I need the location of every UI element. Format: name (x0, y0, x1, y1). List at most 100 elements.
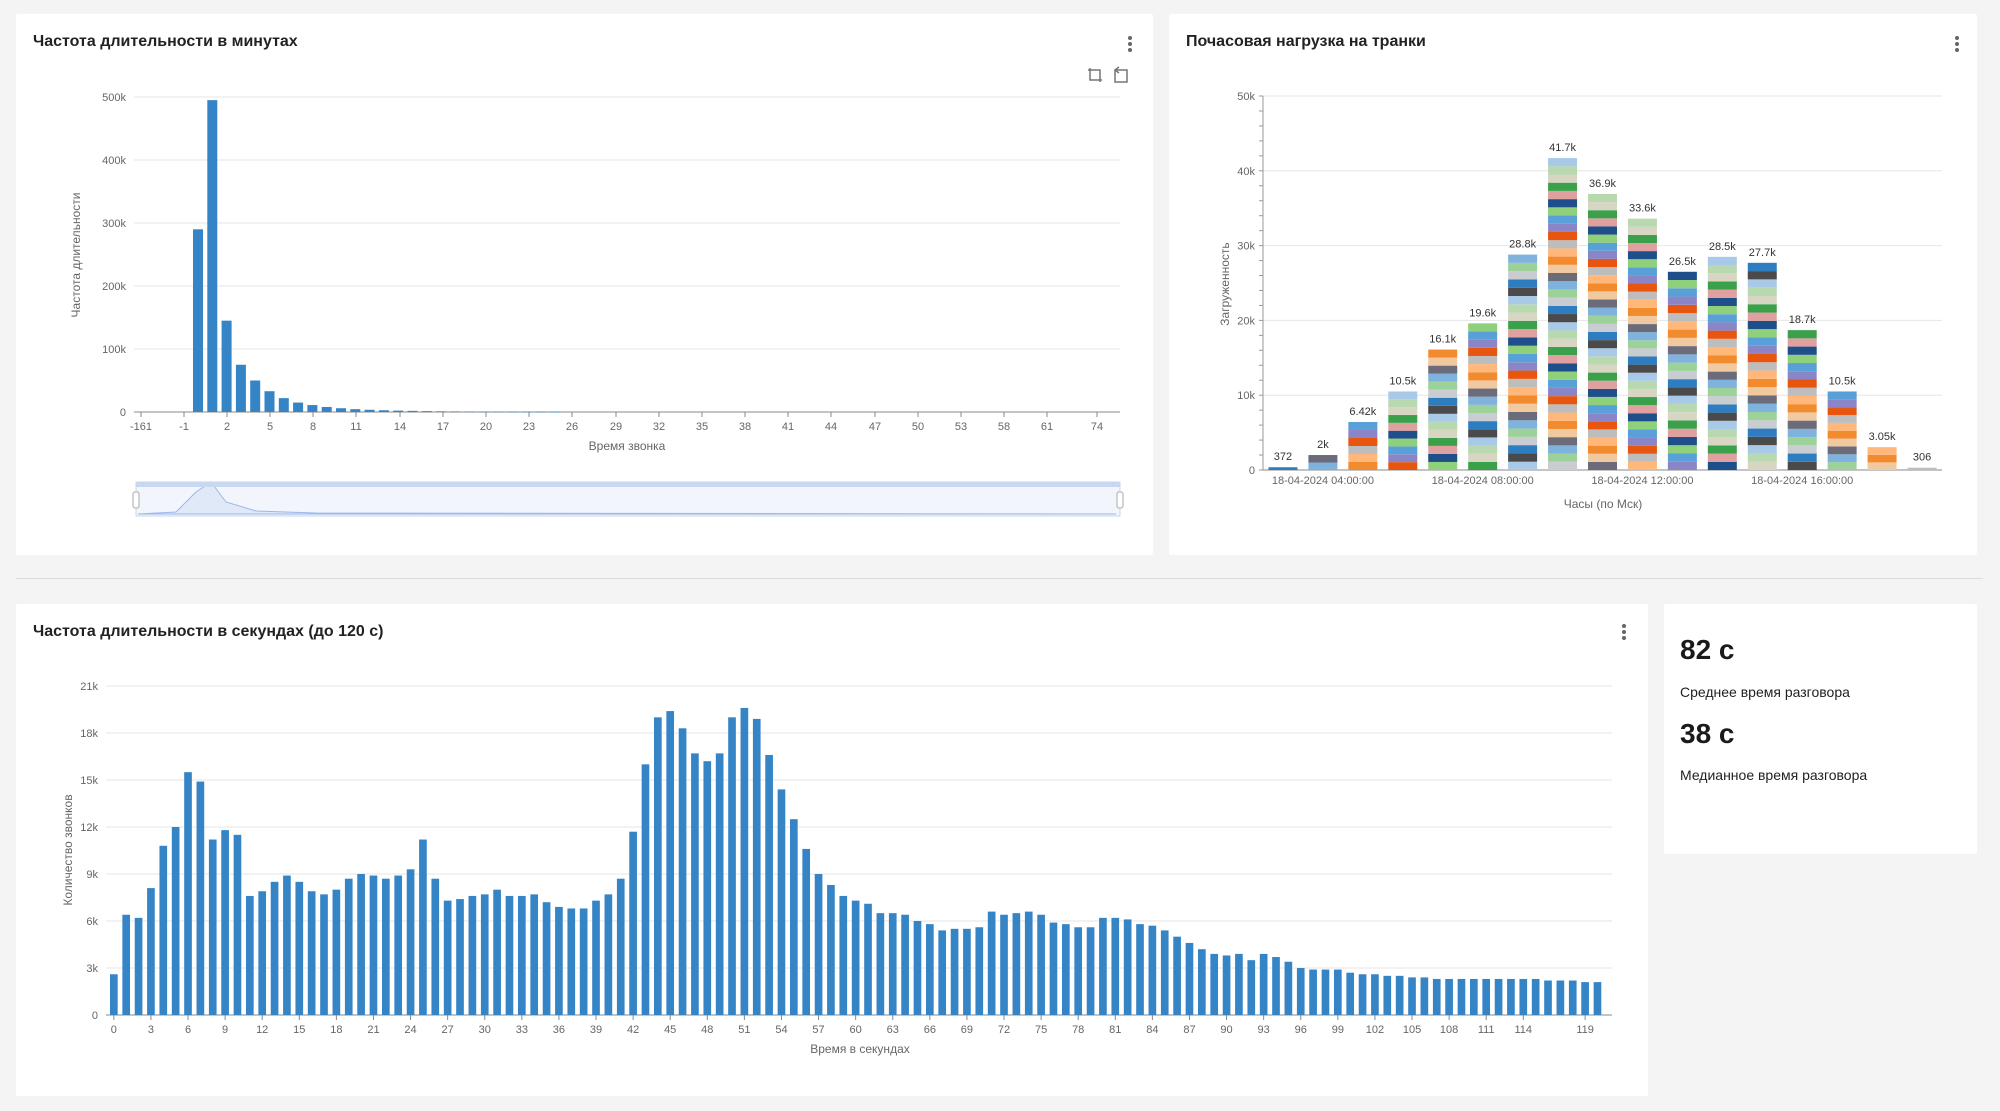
bar (307, 891, 316, 1015)
stack-segment (1747, 395, 1777, 404)
zoom-select-icon[interactable] (1086, 66, 1104, 84)
x-tick-label: 99 (1332, 1024, 1344, 1036)
bar (827, 884, 835, 1015)
stack-segment (1787, 338, 1817, 347)
stack-segment (1548, 437, 1578, 446)
bar (876, 913, 885, 1015)
bar (364, 409, 375, 412)
bar (295, 881, 304, 1015)
bar (336, 408, 346, 412)
bar (740, 707, 749, 1015)
bar (1457, 978, 1466, 1015)
stack-segment (1827, 415, 1857, 423)
total-label: 19.6k (1469, 307, 1496, 319)
x-tick-label: 90 (1220, 1024, 1232, 1036)
stack-segment (1667, 395, 1697, 404)
y-tick-label: 500k (102, 92, 126, 104)
stack-segment (1468, 372, 1498, 381)
y-tick-label: 9k (86, 869, 98, 881)
zoom-reset-icon[interactable] (1112, 66, 1130, 84)
stack-segment (1627, 388, 1657, 398)
total-label: 28.5k (1709, 241, 1736, 253)
x-tick-label: 41 (782, 421, 794, 433)
x-tick-label: 18 (330, 1024, 342, 1036)
stack-segment (1747, 387, 1777, 396)
stack-segment (1787, 330, 1817, 339)
stack-segment (1627, 275, 1657, 284)
stack-segment (1787, 437, 1817, 446)
bar (1321, 969, 1330, 1015)
kebab-menu-icon[interactable] (1953, 34, 1961, 56)
bar (1284, 961, 1293, 1015)
stack-segment (1548, 223, 1578, 232)
bar (654, 717, 662, 1015)
stack-segment (1548, 289, 1578, 298)
kebab-menu-icon[interactable] (1620, 622, 1628, 644)
stack-segment (1707, 437, 1737, 446)
total-label: 33.6k (1629, 203, 1656, 215)
y-axis-label: Загруженность (1218, 242, 1232, 325)
stack-segment (1867, 462, 1897, 470)
stack-segment (1428, 445, 1458, 454)
bar (207, 100, 218, 413)
bar (320, 894, 328, 1015)
bar (790, 819, 798, 1015)
x-tick-label: 54 (775, 1024, 787, 1036)
bar (1185, 942, 1194, 1015)
stack-segment (1348, 429, 1378, 438)
y-tick-label: 200k (102, 281, 126, 293)
bar (479, 411, 489, 413)
kebab-menu-icon[interactable] (1126, 34, 1134, 56)
bar (1259, 953, 1268, 1015)
stack-segment (1428, 373, 1458, 382)
bar (851, 900, 860, 1015)
stack-segment (1827, 422, 1857, 431)
stack-segment (1627, 348, 1657, 357)
bar (963, 928, 971, 1015)
stack-segment (1627, 234, 1657, 243)
stack-segment (1548, 190, 1578, 200)
bar (666, 711, 675, 1015)
stack-segment (1588, 323, 1617, 332)
median-talk-time-label: Медианное время разговора (1680, 767, 1868, 783)
stack-segment (1548, 182, 1578, 191)
total-label: 28.8k (1509, 239, 1536, 251)
stack-segment (1747, 345, 1777, 354)
bar (258, 891, 267, 1015)
stack-segment (1508, 412, 1538, 421)
stack-segment (1907, 467, 1937, 470)
bar (1556, 980, 1565, 1015)
bar (1012, 913, 1021, 1015)
bar (950, 928, 959, 1015)
zoom-slider-preview (137, 481, 1117, 515)
bar (1420, 977, 1429, 1015)
stack-segment (1388, 399, 1418, 408)
stack-segment (1707, 429, 1737, 438)
bar (110, 974, 118, 1015)
stack-segment (1548, 199, 1578, 208)
bar (235, 364, 246, 412)
stack-segment (1627, 251, 1657, 260)
y-tick-label: 50k (1237, 91, 1255, 103)
bar (703, 761, 712, 1015)
y-tick-label: 30k (1237, 241, 1255, 253)
stack-segment (1468, 404, 1498, 413)
x-tick-label: 2 (224, 421, 230, 433)
x-tick-label: 111 (1478, 1024, 1495, 1036)
stack-segment (1707, 445, 1737, 454)
stack-segment (1747, 411, 1777, 421)
stack-segment (1468, 331, 1498, 340)
stack-segment (1627, 429, 1657, 438)
stack-segment (1588, 218, 1617, 227)
stack-segment (1508, 461, 1538, 470)
stack-segment (1588, 348, 1617, 357)
stack-segment (1508, 362, 1538, 371)
stack-segment (1588, 234, 1617, 243)
bar (394, 875, 403, 1015)
x-tick-label: 93 (1258, 1024, 1270, 1036)
stack-segment (1548, 371, 1578, 380)
bar (691, 753, 699, 1015)
stack-segment (1468, 347, 1498, 356)
bar (184, 772, 192, 1015)
bar (431, 878, 440, 1015)
